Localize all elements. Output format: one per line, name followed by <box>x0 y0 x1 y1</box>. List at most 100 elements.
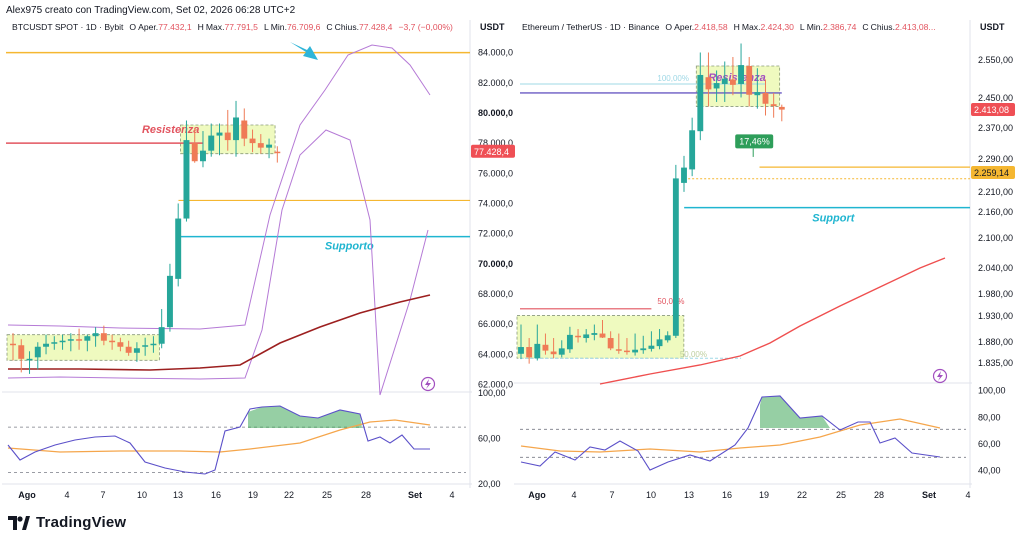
price-axis-label: 1.835,00 <box>978 358 1013 368</box>
candle-body <box>274 151 281 154</box>
date-axis-label: Ago <box>18 490 36 500</box>
price-axis-label: 2.290,00 <box>978 154 1013 164</box>
candle-body <box>224 132 231 141</box>
legend-o-value: 2.418,58 <box>694 22 728 32</box>
candle-body <box>241 120 248 139</box>
candle-body <box>705 77 712 90</box>
legend-c-value: 77.428,4 <box>359 22 393 32</box>
oscillator-signal-line <box>7 419 431 453</box>
legend-l-prefix: Min. <box>271 22 287 32</box>
candle-body <box>754 92 761 96</box>
legend-h-label: H <box>734 22 740 32</box>
legend-o-label: O <box>665 22 672 32</box>
candle-body <box>526 347 533 358</box>
date-axis-label: Set <box>408 490 422 500</box>
candle-body <box>10 343 16 346</box>
candle-body <box>183 140 190 219</box>
date-axis-label: 13 <box>684 490 694 500</box>
candle-body <box>142 345 149 347</box>
legend-c-prefix: Chius. <box>335 22 359 32</box>
price-axis-label: 2.550,00 <box>978 55 1013 65</box>
price-axis-label: 62.000,0 <box>478 379 513 389</box>
candle-body <box>632 349 639 353</box>
fib-100-label: 100,00% <box>657 74 689 83</box>
date-axis-label: 19 <box>759 490 769 500</box>
legend-h-prefix: Max. <box>742 22 761 32</box>
lightning-icon <box>932 368 948 384</box>
price-axis-label: 1.930,00 <box>978 311 1013 321</box>
candle-body <box>59 340 66 343</box>
date-axis-label: 4 <box>449 490 454 500</box>
candle-body <box>656 339 663 347</box>
oscillator-main-line <box>7 405 430 475</box>
tradingview-brand[interactable]: TradingView <box>8 514 126 531</box>
candle-body <box>534 343 541 359</box>
date-axis-label: 4 <box>64 490 69 500</box>
legend-o-prefix: Aper. <box>138 22 158 32</box>
candle-body <box>26 358 33 361</box>
legend-o-value: 77.432,1 <box>158 22 192 32</box>
candle-body <box>84 336 91 341</box>
legend-h-value: 77.791,5 <box>224 22 258 32</box>
candle-body <box>550 351 557 355</box>
marker-price-tag <box>971 166 1015 179</box>
candle-body <box>583 334 590 339</box>
candle-body <box>599 333 606 338</box>
candle-body <box>191 143 198 162</box>
lightning-icon <box>420 376 436 392</box>
legend-change: −3,7 (−0,00%) <box>398 22 453 32</box>
date-axis-label: 13 <box>173 490 183 500</box>
currency-label: USDT <box>980 22 1005 32</box>
date-axis-label: 22 <box>284 490 294 500</box>
date-axis-label: 7 <box>100 490 105 500</box>
price-axis-label: 64.000,0 <box>478 349 513 359</box>
candle-body <box>150 343 157 346</box>
price-axis-label: 2.160,00 <box>978 207 1013 217</box>
date-axis-label: Ago <box>528 490 546 500</box>
candle-body <box>125 346 132 353</box>
price-axis-label: 1.880,00 <box>978 337 1013 347</box>
last-price-value: 2.413,08 <box>974 105 1009 115</box>
price-axis-label: 2.040,00 <box>978 263 1013 273</box>
candle-body <box>607 338 614 349</box>
date-axis-label: 19 <box>248 490 258 500</box>
candle-body <box>648 345 655 349</box>
oscillator-axis-label: 100,00 <box>978 386 1006 396</box>
candle-body <box>109 340 116 343</box>
candle-body <box>257 143 264 148</box>
legend-l-value: 76.709,6 <box>287 22 321 32</box>
percent-badge-label: 17,46% <box>739 136 770 146</box>
price-axis-label: 1.980,00 <box>978 289 1013 299</box>
candle-body <box>200 150 206 162</box>
oscillator-axis-label: 100,00 <box>478 388 506 398</box>
candle-body <box>558 348 565 355</box>
support-label: Supporto <box>325 241 374 253</box>
lightning-bolt-icon <box>937 371 943 381</box>
legend-l-label: L <box>800 22 805 32</box>
legend-l-label: L <box>264 22 269 32</box>
candle-body <box>67 339 74 341</box>
candle-body <box>713 83 720 89</box>
price-axis-label: 2.100,00 <box>978 233 1013 243</box>
candle-body <box>34 346 41 358</box>
candle-body <box>664 335 671 341</box>
candle-body <box>518 347 524 354</box>
percent-badge <box>735 134 774 149</box>
candle-body <box>51 342 58 344</box>
candle-body <box>158 327 165 344</box>
candle-body <box>672 178 679 336</box>
legend-symbol: Ethereum / TetherUS · 1D · Binance <box>522 22 660 32</box>
candle-body <box>770 104 777 106</box>
candle-body <box>133 348 140 353</box>
date-axis-label: 4 <box>571 490 576 500</box>
candle-body <box>729 79 736 85</box>
candle-body <box>721 78 728 84</box>
date-axis-label: 28 <box>874 490 884 500</box>
price-axis-label: 72.000,0 <box>478 229 513 239</box>
legend-symbol: BTCUSDT SPOT · 1D · Bybit <box>12 22 124 32</box>
candle-body <box>738 65 744 84</box>
candle-body <box>100 333 107 341</box>
price-axis-label: 66.000,0 <box>478 319 513 329</box>
date-axis-label: 10 <box>137 490 147 500</box>
oscillator-axis-label: 40,00 <box>978 466 1001 476</box>
